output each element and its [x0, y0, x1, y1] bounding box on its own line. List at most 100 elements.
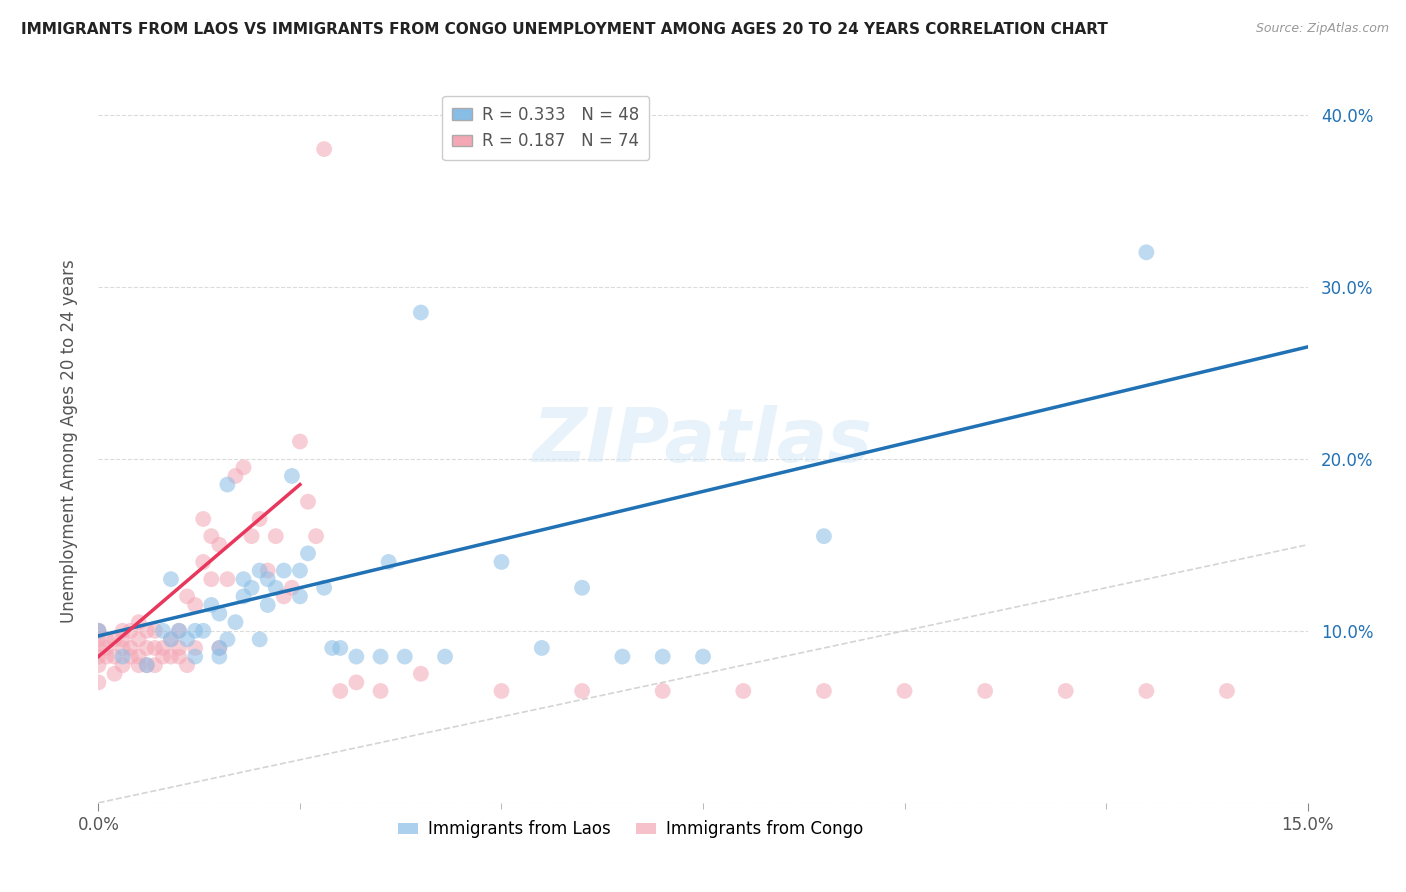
Point — [200, 598, 222, 612]
Point — [87, 624, 110, 638]
Point — [128, 658, 150, 673]
Point — [297, 546, 319, 560]
Point — [232, 460, 254, 475]
Point — [893, 684, 915, 698]
Point — [200, 529, 222, 543]
Point — [491, 684, 513, 698]
Point — [733, 684, 755, 698]
Point — [184, 598, 207, 612]
Point — [813, 684, 835, 698]
Point — [409, 305, 432, 319]
Point — [651, 684, 673, 698]
Point — [813, 529, 835, 543]
Point — [167, 624, 190, 638]
Point — [692, 649, 714, 664]
Point — [111, 632, 134, 647]
Point — [434, 649, 457, 664]
Point — [152, 624, 174, 638]
Point — [128, 649, 150, 664]
Legend: Immigrants from Laos, Immigrants from Congo: Immigrants from Laos, Immigrants from Co… — [391, 814, 870, 845]
Point — [160, 632, 183, 647]
Point — [111, 624, 134, 638]
Point — [377, 555, 399, 569]
Point — [120, 640, 142, 655]
Point — [612, 649, 634, 664]
Point — [314, 581, 336, 595]
Point — [87, 632, 110, 647]
Point — [167, 640, 190, 655]
Point — [208, 640, 231, 655]
Point — [120, 649, 142, 664]
Point — [176, 632, 198, 647]
Point — [128, 615, 150, 630]
Point — [143, 624, 166, 638]
Point — [176, 658, 198, 673]
Point — [152, 649, 174, 664]
Point — [1054, 684, 1077, 698]
Text: Source: ZipAtlas.com: Source: ZipAtlas.com — [1256, 22, 1389, 36]
Point — [256, 572, 278, 586]
Point — [273, 590, 295, 604]
Point — [193, 512, 215, 526]
Point — [87, 624, 110, 638]
Point — [120, 624, 142, 638]
Point — [224, 615, 246, 630]
Point — [288, 434, 311, 449]
Point — [208, 649, 231, 664]
Point — [240, 581, 263, 595]
Point — [96, 632, 118, 647]
Point — [200, 572, 222, 586]
Point — [240, 529, 263, 543]
Point — [370, 684, 392, 698]
Point — [96, 640, 118, 655]
Point — [571, 581, 593, 595]
Point — [571, 684, 593, 698]
Point — [87, 675, 110, 690]
Point — [176, 590, 198, 604]
Point — [87, 624, 110, 638]
Point — [249, 564, 271, 578]
Point — [1135, 245, 1157, 260]
Point — [87, 649, 110, 664]
Point — [530, 640, 553, 655]
Point — [128, 632, 150, 647]
Point — [103, 632, 125, 647]
Point — [329, 640, 352, 655]
Point — [160, 649, 183, 664]
Point — [273, 564, 295, 578]
Point — [281, 581, 304, 595]
Point — [491, 555, 513, 569]
Point — [264, 581, 287, 595]
Point — [193, 555, 215, 569]
Point — [344, 649, 367, 664]
Text: ZIPatlas: ZIPatlas — [533, 405, 873, 478]
Point — [160, 572, 183, 586]
Point — [135, 640, 157, 655]
Point — [217, 632, 239, 647]
Point — [288, 590, 311, 604]
Point — [160, 632, 183, 647]
Point — [135, 658, 157, 673]
Point — [394, 649, 416, 664]
Point — [87, 640, 110, 655]
Point — [256, 564, 278, 578]
Point — [167, 649, 190, 664]
Point — [143, 658, 166, 673]
Point — [184, 649, 207, 664]
Y-axis label: Unemployment Among Ages 20 to 24 years: Unemployment Among Ages 20 to 24 years — [59, 260, 77, 624]
Point — [217, 572, 239, 586]
Point — [103, 666, 125, 681]
Point — [224, 469, 246, 483]
Point — [208, 607, 231, 621]
Point — [297, 494, 319, 508]
Point — [305, 529, 328, 543]
Point — [256, 598, 278, 612]
Point — [184, 640, 207, 655]
Point — [111, 658, 134, 673]
Point — [329, 684, 352, 698]
Point — [1135, 684, 1157, 698]
Point — [143, 640, 166, 655]
Point — [135, 658, 157, 673]
Point — [1216, 684, 1239, 698]
Point — [217, 477, 239, 491]
